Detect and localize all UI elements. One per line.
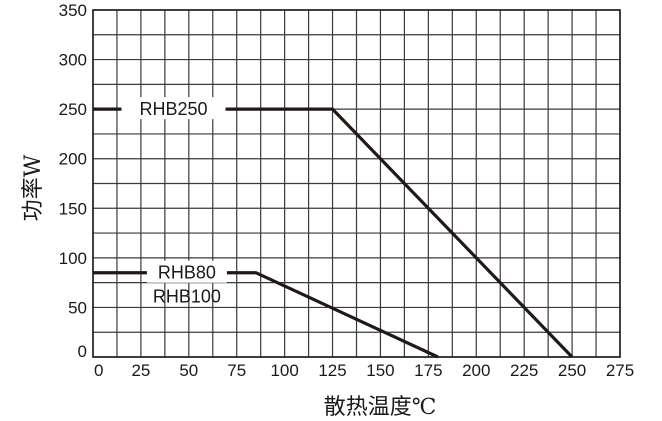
x-tick-label: 275: [606, 361, 634, 380]
y-tick-label: 350: [59, 1, 87, 20]
x-tick-labels: 0 25 50 75 100 125 150 175 200 225 250 275: [94, 361, 634, 380]
x-tick-label: 250: [558, 361, 586, 380]
x-axis-title: 散热温度℃: [324, 395, 437, 420]
x-tick-label: 75: [227, 361, 246, 380]
y-tick-label: 200: [59, 150, 87, 169]
x-tick-label: 200: [462, 361, 490, 380]
y-tick-label: 0: [78, 342, 87, 361]
x-tick-label: 25: [131, 361, 150, 380]
y-tick-label: 150: [59, 199, 87, 218]
x-tick-label: 0: [94, 361, 103, 380]
x-tick-label: 125: [318, 361, 346, 380]
y-axis-title: 功率W: [21, 154, 46, 221]
series-label-background: [121, 97, 226, 120]
y-tick-labels: 0 50 100 150 200 250 300 350: [59, 1, 87, 361]
series-label: RHB80: [158, 263, 216, 283]
grid: [92, 9, 621, 358]
series-label: RHB250: [139, 99, 207, 119]
x-tick-label: 225: [510, 361, 538, 380]
series-line-1: [93, 271, 439, 359]
y-tick-label: 50: [68, 298, 87, 317]
plot-frame: [92, 9, 621, 358]
y-tick-label: 100: [59, 249, 87, 268]
x-tick-label: 100: [270, 361, 298, 380]
x-tick-label: 175: [414, 361, 442, 380]
x-tick-label: 50: [179, 361, 198, 380]
series-labels: RHB250 RHB80 RHB100: [121, 97, 227, 307]
x-tick-label: 150: [366, 361, 394, 380]
y-tick-label: 250: [59, 100, 87, 119]
series-label-secondary: RHB100: [153, 287, 221, 307]
y-tick-label: 300: [59, 51, 87, 70]
series-label-background: [146, 260, 227, 283]
